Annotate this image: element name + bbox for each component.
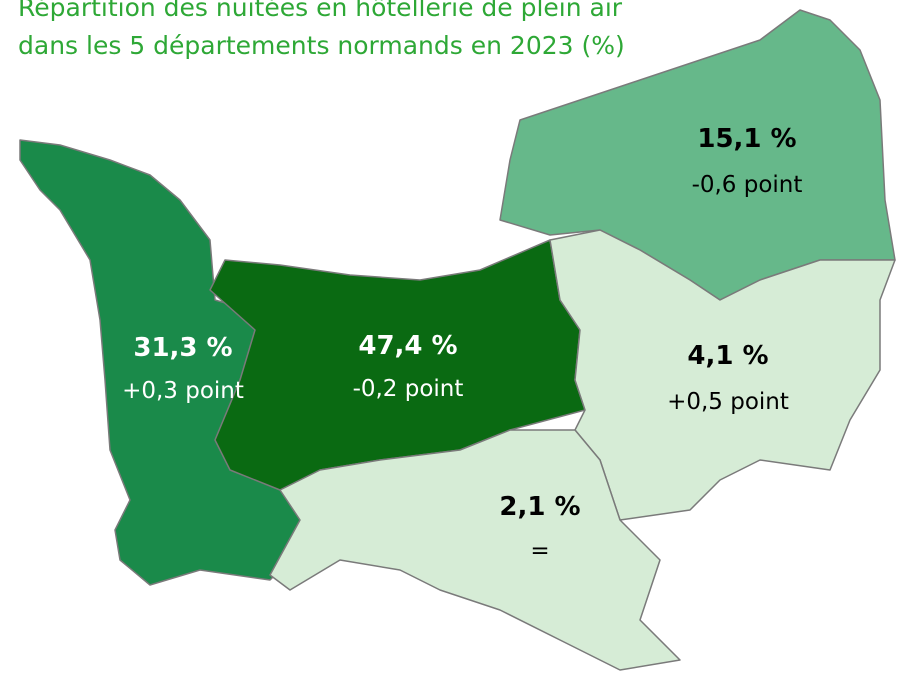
change: +0,5 point: [667, 389, 789, 415]
share: 31,3 %: [133, 333, 232, 363]
region-label: 47,4 % -0,2 point: [353, 331, 464, 402]
share: 4,1 %: [687, 341, 768, 371]
region: [269, 429, 681, 671]
region-label: 4,1 % +0,5 point: [667, 341, 789, 415]
region-label: 2,1 % =: [499, 492, 580, 564]
region-label: 15,1 % -0,6 point: [692, 124, 803, 198]
share: 15,1 %: [697, 124, 796, 154]
title-line: dans les 5 départements normands en 2023…: [18, 31, 625, 60]
share: 2,1 %: [499, 492, 580, 522]
change: +0,3 point: [122, 378, 244, 404]
change: =: [530, 538, 549, 564]
share: 47,4 %: [358, 331, 457, 361]
change: -0,6 point: [692, 172, 803, 198]
title-line: Répartition des nuitées en hôtellerie de…: [18, 0, 623, 22]
change: -0,2 point: [353, 376, 464, 402]
region-label: 31,3 % +0,3 point: [122, 333, 244, 404]
region: [549, 229, 896, 521]
